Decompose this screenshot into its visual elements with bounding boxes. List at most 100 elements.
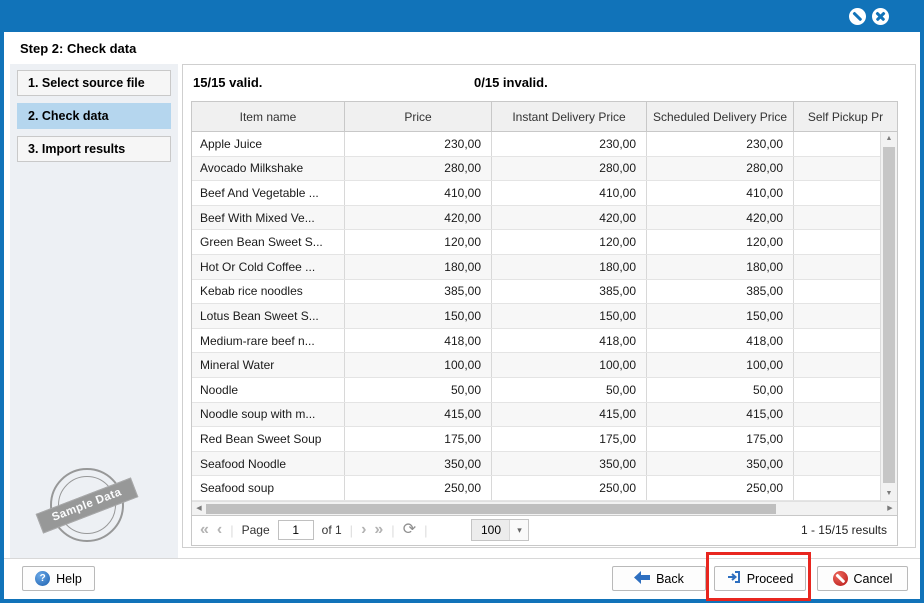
cell-instant: 100,00 xyxy=(492,353,647,377)
table-body: Apple Juice 230,00 230,00 230,00 Avocado… xyxy=(192,132,897,501)
table-row[interactable]: Hot Or Cold Coffee ... 180,00 180,00 180… xyxy=(192,255,897,280)
vertical-scrollbar[interactable]: ▲ ▼ xyxy=(880,132,897,501)
table-row[interactable]: Apple Juice 230,00 230,00 230,00 xyxy=(192,132,897,157)
cell-scheduled: 350,00 xyxy=(647,452,794,476)
scroll-right-icon[interactable]: ▶ xyxy=(884,502,896,516)
help-button-label: Help xyxy=(56,572,82,586)
previous-page-button[interactable]: ‹ xyxy=(217,522,222,538)
cell-price: 50,00 xyxy=(345,378,492,402)
sample-data-stamp: Sample Data xyxy=(28,464,160,569)
cell-price: 385,00 xyxy=(345,280,492,304)
table-row[interactable]: Beef And Vegetable ... 410,00 410,00 410… xyxy=(192,181,897,206)
page-count-label: of 1 xyxy=(322,523,342,537)
separator: | xyxy=(230,523,233,538)
cell-scheduled: 250,00 xyxy=(647,476,794,500)
table-row[interactable]: Green Bean Sweet S... 120,00 120,00 120,… xyxy=(192,230,897,255)
cell-item-name: Noodle soup with m... xyxy=(192,403,345,427)
proceed-button[interactable]: Proceed xyxy=(714,566,806,591)
cell-instant: 150,00 xyxy=(492,304,647,328)
table-row[interactable]: Seafood soup 250,00 250,00 250,00 xyxy=(192,476,897,501)
table-row[interactable]: Noodle soup with m... 415,00 415,00 415,… xyxy=(192,403,897,428)
valid-count-label: 15/15 valid. xyxy=(193,75,262,90)
vertical-scrollbar-thumb[interactable] xyxy=(883,147,895,483)
cell-item-name: Seafood Noodle xyxy=(192,452,345,476)
cell-instant: 280,00 xyxy=(492,157,647,181)
table-row[interactable]: Beef With Mixed Ve... 420,00 420,00 420,… xyxy=(192,206,897,231)
cell-price: 180,00 xyxy=(345,255,492,279)
column-header-self-pickup-price[interactable]: Self Pickup Pr xyxy=(794,102,897,131)
cell-price: 415,00 xyxy=(345,403,492,427)
cell-instant: 50,00 xyxy=(492,378,647,402)
cell-instant: 418,00 xyxy=(492,329,647,353)
cell-scheduled: 50,00 xyxy=(647,378,794,402)
cell-scheduled: 280,00 xyxy=(647,157,794,181)
page-number-input[interactable] xyxy=(278,520,314,540)
cell-scheduled: 230,00 xyxy=(647,132,794,156)
scroll-down-icon[interactable]: ▼ xyxy=(881,487,897,501)
next-page-button[interactable]: › xyxy=(361,522,366,538)
cell-scheduled: 410,00 xyxy=(647,181,794,205)
table-row[interactable]: Seafood Noodle 350,00 350,00 350,00 xyxy=(192,452,897,477)
cell-scheduled: 418,00 xyxy=(647,329,794,353)
page-size-dropdown[interactable]: 100 ▾ xyxy=(471,519,529,541)
last-page-button[interactable]: » xyxy=(374,522,383,538)
cell-instant: 415,00 xyxy=(492,403,647,427)
step-check-data[interactable]: 2. Check data xyxy=(17,103,171,129)
table-row[interactable]: Medium-rare beef n... 418,00 418,00 418,… xyxy=(192,329,897,354)
help-button[interactable]: ? Help xyxy=(22,566,95,591)
column-header-instant-delivery-price[interactable]: Instant Delivery Price xyxy=(492,102,647,131)
scroll-left-icon[interactable]: ◀ xyxy=(193,502,205,516)
separator: | xyxy=(391,523,394,538)
back-arrow-icon xyxy=(634,571,650,587)
ban-icon[interactable] xyxy=(849,8,866,25)
step-import-results[interactable]: 3. Import results xyxy=(17,136,171,162)
separator: | xyxy=(350,523,353,538)
table-row[interactable]: Mineral Water 100,00 100,00 100,00 xyxy=(192,353,897,378)
cell-item-name: Avocado Milkshake xyxy=(192,157,345,181)
refresh-icon[interactable]: ⟳ xyxy=(403,522,416,538)
close-icon[interactable] xyxy=(872,8,889,25)
cell-item-name: Seafood soup xyxy=(192,476,345,500)
back-button[interactable]: Back xyxy=(612,566,706,591)
column-header-item-name[interactable]: Item name xyxy=(192,102,345,131)
page-title: Step 2: Check data xyxy=(20,41,136,56)
cell-instant: 420,00 xyxy=(492,206,647,230)
cell-price: 420,00 xyxy=(345,206,492,230)
step-select-source-file[interactable]: 1. Select source file xyxy=(17,70,171,96)
page-label: Page xyxy=(242,523,270,537)
scroll-up-icon[interactable]: ▲ xyxy=(881,132,897,146)
cell-item-name: Medium-rare beef n... xyxy=(192,329,345,353)
chevron-down-icon: ▾ xyxy=(510,520,528,540)
cell-price: 175,00 xyxy=(345,427,492,451)
cell-price: 120,00 xyxy=(345,230,492,254)
table-row[interactable]: Kebab rice noodles 385,00 385,00 385,00 xyxy=(192,280,897,305)
separator: | xyxy=(424,523,427,538)
table-row[interactable]: Red Bean Sweet Soup 175,00 175,00 175,00 xyxy=(192,427,897,452)
first-page-button[interactable]: « xyxy=(200,522,209,538)
table-row[interactable]: Lotus Bean Sweet S... 150,00 150,00 150,… xyxy=(192,304,897,329)
cell-instant: 180,00 xyxy=(492,255,647,279)
cell-scheduled: 120,00 xyxy=(647,230,794,254)
cell-item-name: Apple Juice xyxy=(192,132,345,156)
cell-item-name: Mineral Water xyxy=(192,353,345,377)
column-header-scheduled-delivery-price[interactable]: Scheduled Delivery Price xyxy=(647,102,794,131)
cell-scheduled: 385,00 xyxy=(647,280,794,304)
cancel-icon xyxy=(833,571,848,586)
horizontal-scrollbar-thumb[interactable] xyxy=(206,504,776,514)
table-row[interactable]: Noodle 50,00 50,00 50,00 xyxy=(192,378,897,403)
title-bar xyxy=(0,0,924,32)
cell-price: 250,00 xyxy=(345,476,492,500)
cell-price: 100,00 xyxy=(345,353,492,377)
horizontal-scrollbar[interactable]: ◀ ▶ xyxy=(192,501,897,515)
cell-instant: 250,00 xyxy=(492,476,647,500)
cell-price: 410,00 xyxy=(345,181,492,205)
table-row[interactable]: Avocado Milkshake 280,00 280,00 280,00 xyxy=(192,157,897,182)
cancel-button[interactable]: Cancel xyxy=(817,566,908,591)
cell-scheduled: 100,00 xyxy=(647,353,794,377)
column-header-price[interactable]: Price xyxy=(345,102,492,131)
cell-instant: 230,00 xyxy=(492,132,647,156)
validity-summary: 15/15 valid. 0/15 invalid. xyxy=(183,65,915,101)
cell-item-name: Hot Or Cold Coffee ... xyxy=(192,255,345,279)
cell-item-name: Beef With Mixed Ve... xyxy=(192,206,345,230)
cancel-button-label: Cancel xyxy=(854,572,893,586)
